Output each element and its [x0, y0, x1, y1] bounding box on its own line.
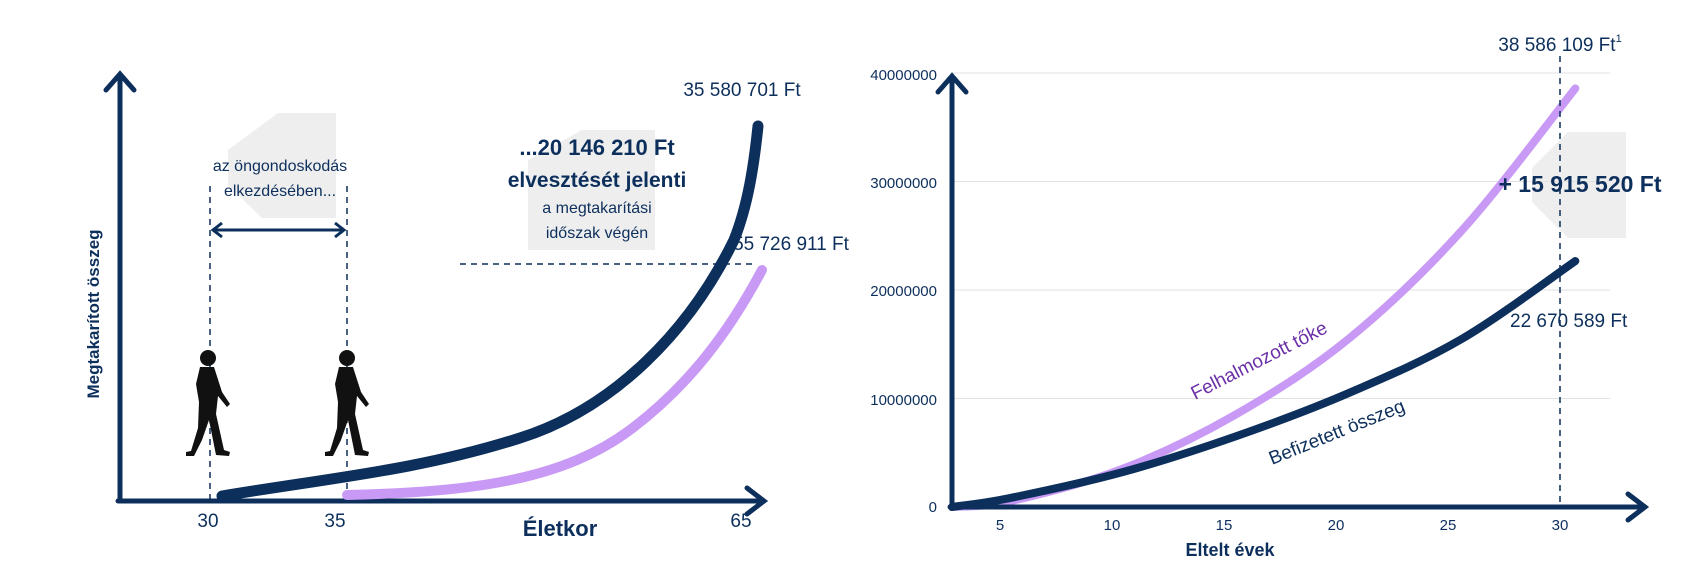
- loss-text-line4: időszak végén: [546, 225, 648, 242]
- x-tick-label: 5: [996, 517, 1004, 534]
- value-label-top-amount: 38 586 109 Ft: [1498, 35, 1616, 56]
- right-x-axis: [947, 491, 1650, 523]
- walking-person-icon: [325, 350, 369, 456]
- series-line-start-35: [342, 265, 767, 500]
- difference-label: + 15 915 520 Ft: [1498, 171, 1661, 197]
- x-tick-label: 15: [1216, 517, 1233, 534]
- x-tick-label: 35: [324, 511, 345, 532]
- left-x-axis-label: Életkor: [523, 516, 598, 541]
- right-x-axis-label: Eltelt évek: [1185, 540, 1275, 560]
- value-label-bottom: 22 670 589 Ft: [1510, 311, 1628, 332]
- left-y-axis: [103, 70, 137, 504]
- y-tick-label: 20000000: [870, 283, 937, 300]
- background-arrow-icon: [528, 130, 655, 250]
- right-y-axis: [935, 72, 969, 510]
- value-label-lilac: 55 726 911 Ft: [733, 234, 850, 255]
- series-label-accumulated-capital: Felhalmozott tőke: [1188, 318, 1331, 405]
- left-chart: Megtakarított összeg Életkor 30 35 65 35…: [84, 70, 850, 541]
- series-line-paid-in-amount: [948, 257, 1580, 511]
- x-tick-label: 30: [1552, 517, 1569, 534]
- background-arrow-icon: [228, 113, 336, 218]
- bracket-text-line2: elkezdésében...: [224, 183, 336, 200]
- left-y-axis-label: Megtakarított összeg: [84, 229, 103, 398]
- x-tick-label: 65: [730, 511, 751, 532]
- y-tick-label: 30000000: [870, 175, 937, 192]
- loss-amount: ...20 146 210 Ft: [519, 135, 675, 160]
- right-y-ticks: 0 10000000 20000000 30000000 40000000: [870, 67, 937, 516]
- value-label-navy: 35 580 701 Ft: [683, 80, 801, 101]
- bracket-text-line1: az öngondoskodás: [213, 158, 347, 175]
- start-delay-bracket: [210, 221, 347, 239]
- right-chart: 0 10000000 20000000 30000000 40000000 5 …: [870, 33, 1662, 560]
- value-label-top: 38 586 109 Ft1: [1498, 33, 1621, 56]
- y-tick-label: 0: [929, 499, 937, 516]
- x-tick-label: 30: [197, 511, 218, 532]
- x-tick-label: 20: [1328, 517, 1345, 534]
- series-line-start-30: [216, 120, 764, 502]
- x-tick-label: 25: [1440, 517, 1457, 534]
- series-label-paid-in-amount: Befizetett összeg: [1266, 396, 1408, 470]
- right-x-ticks: 5 10 15 20 25 30: [996, 517, 1569, 534]
- loss-text-line2: elvesztését jelenti: [508, 169, 687, 192]
- y-tick-label: 10000000: [870, 392, 937, 409]
- series-line-accumulated-capital: [948, 84, 1580, 511]
- background-arrow-icon: [1532, 132, 1626, 238]
- left-reference-lines: [209, 186, 752, 501]
- footnote-marker: 1: [1616, 33, 1622, 45]
- y-tick-label: 40000000: [870, 67, 937, 84]
- loss-text-line3: a megtakarítási: [542, 200, 651, 217]
- x-tick-label: 10: [1104, 517, 1121, 534]
- walking-person-icon: [186, 350, 230, 456]
